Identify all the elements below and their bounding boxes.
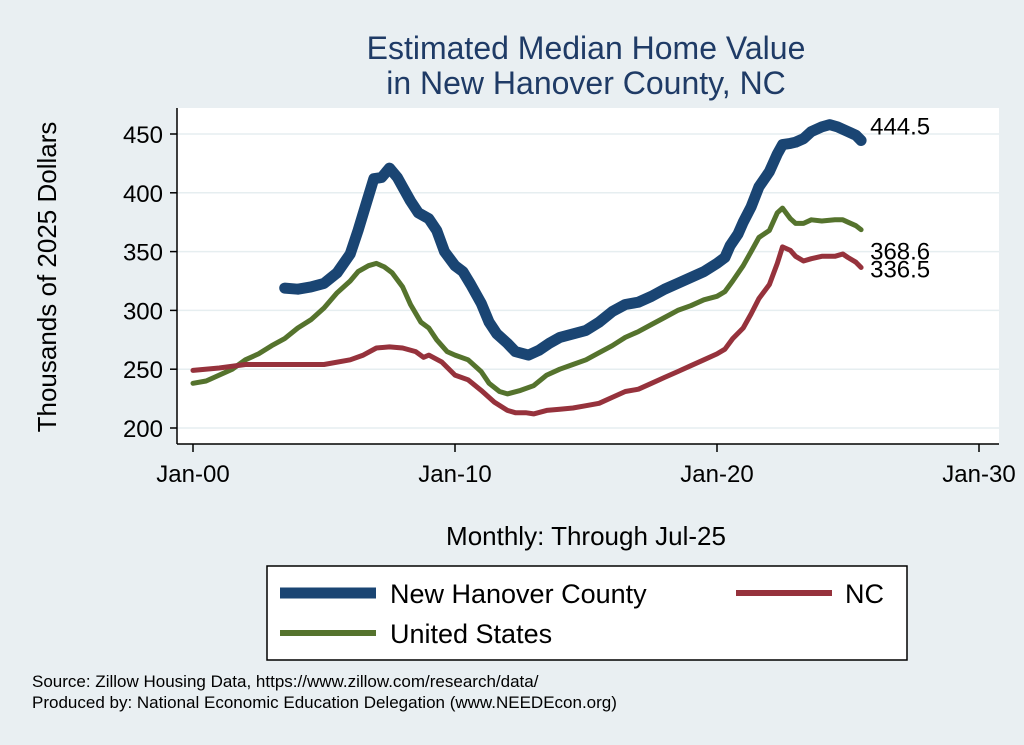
- x-tick-label-0: Jan-00: [156, 461, 229, 488]
- y-tick-label-200: 200: [123, 416, 163, 443]
- end-label-united-states: 368.6: [870, 239, 930, 266]
- x-tick-label-3: Jan-30: [942, 461, 1015, 488]
- legend: New Hanover County NC United States: [266, 565, 908, 661]
- series-line-new-hanover-county: [279, 119, 867, 361]
- source-note: Source: Zillow Housing Data, https://www…: [32, 672, 539, 691]
- legend-box: [266, 565, 908, 661]
- series-line-nc: [190, 244, 864, 417]
- x-tick-label-1: Jan-10: [418, 461, 491, 488]
- end-label-nc: 336.5: [870, 256, 930, 283]
- x-tick-label-2: Jan-20: [680, 461, 753, 488]
- y-tick-label-350: 350: [123, 240, 163, 267]
- series-lines: [190, 119, 867, 417]
- legend-label-united-states: United States: [390, 619, 552, 649]
- y-axis: 200 250 300 350 400 450: [123, 108, 178, 444]
- plot-area: [177, 108, 999, 444]
- chart-title-line-2: in New Hanover County, NC: [386, 65, 786, 101]
- legend-label-new-hanover: New Hanover County: [390, 579, 647, 609]
- footer: Source: Zillow Housing Data, https://www…: [32, 671, 617, 713]
- end-label-new-hanover-county: 444.5: [870, 113, 930, 140]
- x-axis: Jan-00 Jan-10 Jan-20 Jan-30: [156, 443, 1016, 488]
- producer-note: Produced by: National Economic Education…: [32, 693, 617, 712]
- series-line-united-states: [190, 205, 864, 397]
- y-tick-label-300: 300: [123, 298, 163, 325]
- chart-title-line-1: Estimated Median Home Value: [367, 30, 806, 66]
- y-tick-label-250: 250: [123, 357, 163, 384]
- y-tick-label-450: 450: [123, 122, 163, 149]
- legend-label-nc: NC: [845, 579, 884, 609]
- y-tick-label-400: 400: [123, 181, 163, 208]
- x-axis-label: Monthly: Through Jul-25: [446, 521, 726, 551]
- y-axis-label: Thousands of 2025 Dollars: [32, 122, 62, 433]
